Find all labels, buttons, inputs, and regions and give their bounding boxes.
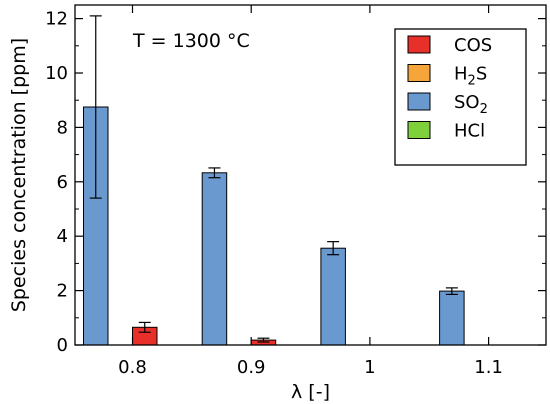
y-tick-10: 10 [45,63,546,84]
errorbar-so2-0.8 [89,15,102,199]
y-tick-2: 2 [57,281,546,302]
legend-item-h2s: H2S [407,64,487,89]
y-axis-ticks: 0 2 4 6 8 10 12 [45,9,546,356]
legend-item-so2: SO2 [407,92,488,117]
errorbars-layer [89,15,458,343]
x-axis-ticks: 0.8 0.9 1 1.1 [118,5,503,378]
y-tick-4: 4 [57,226,546,247]
legend-label: H2S [454,64,487,89]
y-tick-label: 4 [57,226,68,247]
x-tick-label: 0.9 [237,357,266,378]
legend: COS H2S SO2 HCl [394,28,527,166]
x-tick-1: 1 [364,5,376,378]
errorbar-so2-1 [327,241,340,256]
legend-label: HCl [454,121,485,142]
x-tick-label: 1.1 [474,357,503,378]
errorbar-cos-0.9 [257,337,270,343]
legend-swatch [407,121,431,139]
legend-swatch [407,64,431,82]
y-tick-0: 0 [57,335,546,356]
bar-so2-0.9 [201,172,228,346]
legend-item-hcl: HCl [407,121,485,142]
y-tick-label: 12 [45,9,68,30]
y-tick-label: 0 [57,335,68,356]
temperature-annotation: T = 1300 °C [132,30,250,52]
bar-so2-1.1 [439,290,465,346]
legend-item-cos: COS [407,35,492,56]
y-tick-label: 2 [57,281,68,302]
errorbar-cos-0.8 [138,321,151,333]
x-tick-label: 1 [364,357,375,378]
y-tick-label: 8 [57,117,68,138]
legend-swatch [407,35,431,54]
x-tick-0.8: 0.8 [118,5,147,378]
y-axis-label: Species concentration [ppm] [8,38,30,312]
legend-label: COS [454,35,492,56]
x-tick-0.9: 0.9 [237,5,266,378]
plot-frame [74,4,547,346]
legend-label: SO2 [454,92,488,117]
x-tick-1.1: 1.1 [474,5,503,378]
bars-layer [83,106,465,346]
y-tick-label: 6 [57,172,68,193]
errorbar-so2-1.1 [445,287,458,296]
errorbar-so2-0.9 [208,167,221,179]
bar-so2-1 [320,247,346,346]
legend-swatch [407,92,431,111]
x-axis-label: λ [-] [291,381,330,403]
x-tick-label: 0.8 [118,357,147,378]
y-tick-6: 6 [57,172,546,193]
y-tick-label: 10 [45,63,68,84]
y-tick-12: 12 [45,9,546,30]
y-tick-8: 8 [57,117,546,138]
